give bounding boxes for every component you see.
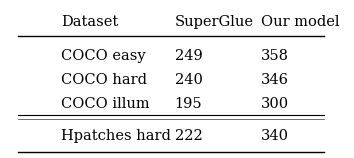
Text: 240: 240 [175,73,202,87]
Text: SuperGlue: SuperGlue [175,15,253,29]
Text: Our model: Our model [261,15,340,29]
Text: Hpatches hard: Hpatches hard [61,129,171,143]
Text: 249: 249 [175,49,202,63]
Text: COCO easy: COCO easy [61,49,146,63]
Text: 358: 358 [261,49,289,63]
Text: 195: 195 [175,97,202,111]
Text: 300: 300 [261,97,289,111]
Text: 346: 346 [261,73,289,87]
Text: 340: 340 [261,129,289,143]
Text: COCO illum: COCO illum [61,97,150,111]
Text: 222: 222 [175,129,202,143]
Text: COCO hard: COCO hard [61,73,147,87]
Text: Dataset: Dataset [61,15,119,29]
